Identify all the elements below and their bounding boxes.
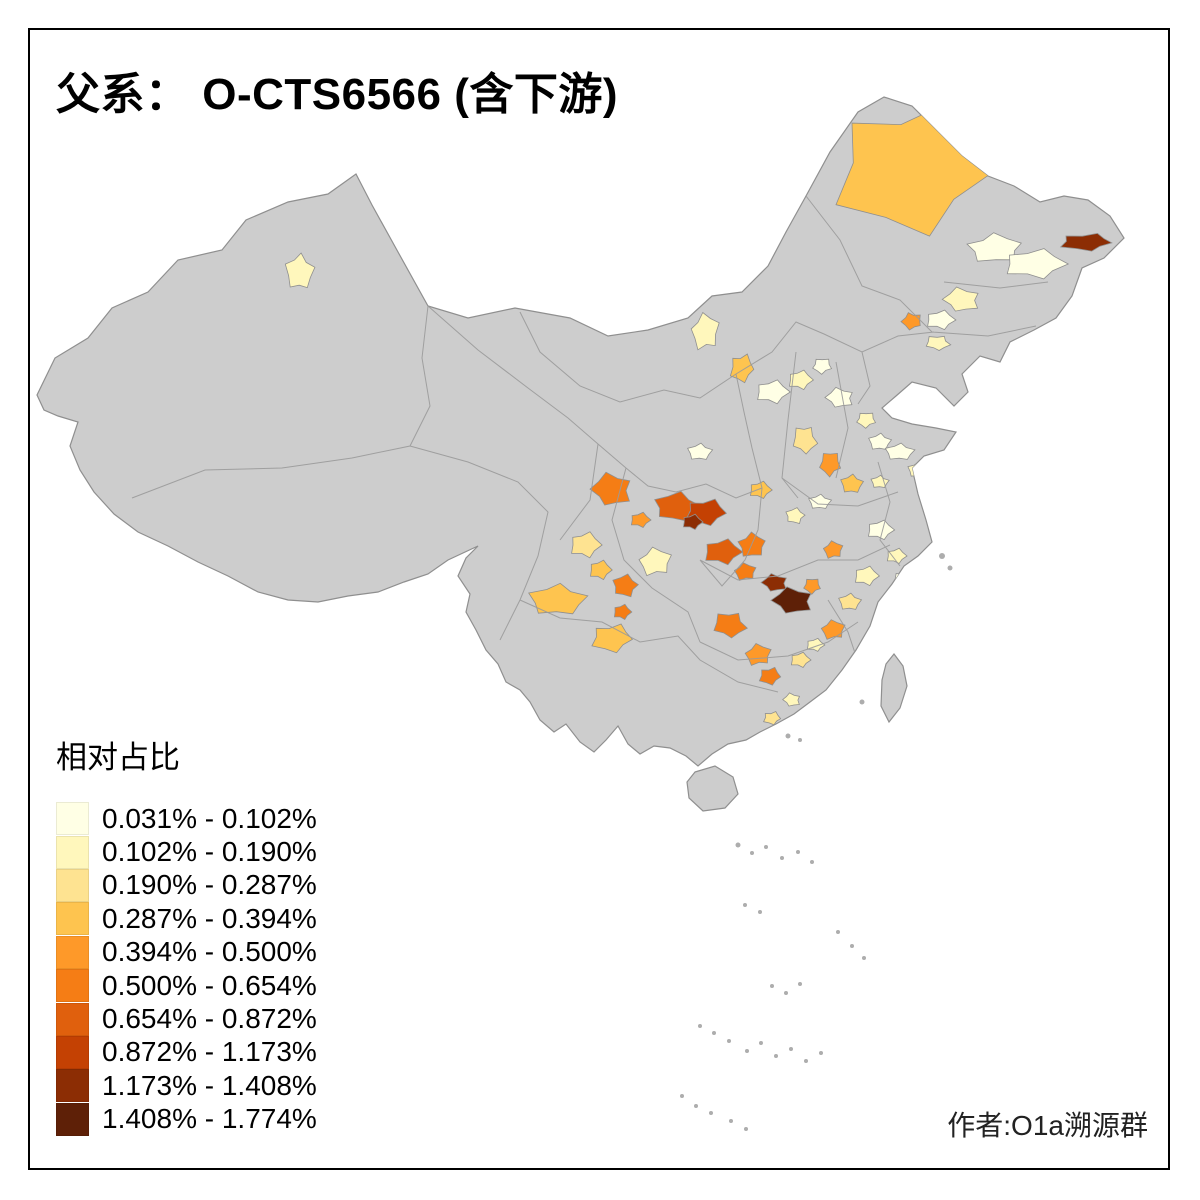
map-region (757, 379, 791, 405)
legend-swatch (56, 868, 89, 902)
province-borders (131, 195, 1049, 693)
legend-label: 0.102% - 0.190% (102, 836, 317, 868)
mainland-china (36, 96, 1125, 767)
map-region (630, 511, 652, 529)
map-region (284, 252, 316, 289)
hainan-island (686, 765, 739, 812)
legend-label: 0.872% - 1.173% (102, 1036, 317, 1068)
map-region (855, 565, 881, 587)
colored-prefectures-layer (284, 102, 1113, 726)
south-china-sea-islands (680, 553, 953, 1131)
legend-label: 0.287% - 0.394% (102, 902, 317, 934)
map-region (758, 666, 782, 686)
map-region (654, 490, 701, 522)
legend-item: 0.031% - 0.102% (56, 802, 317, 836)
map-region (803, 578, 821, 595)
legend-swatch (56, 802, 89, 836)
legend-item: 0.287% - 0.394% (56, 902, 317, 936)
map-region (782, 692, 801, 707)
map-region (687, 442, 714, 460)
legend-label: 1.173% - 1.408% (102, 1069, 317, 1101)
map-region (812, 358, 833, 375)
legend-item: 0.654% - 0.872% (56, 1002, 317, 1036)
map-region (713, 612, 748, 639)
map-region (824, 386, 853, 408)
map-region (868, 519, 896, 541)
map-region (822, 540, 844, 559)
map-region (770, 586, 812, 614)
legend-swatch (56, 935, 89, 969)
legend-label: 0.654% - 0.872% (102, 1003, 317, 1035)
map-region (886, 547, 908, 565)
legend-swatch (56, 1102, 89, 1136)
legend: 相对占比 0.031% - 0.102% 0.102% - 0.190% 0.190… (56, 740, 317, 1136)
map-region (856, 412, 877, 429)
legend-swatch (56, 1002, 89, 1036)
map-region (1006, 248, 1070, 280)
legend-swatch (56, 1069, 89, 1103)
map-region (589, 471, 631, 506)
taiwan-island (880, 653, 908, 724)
map-region (1059, 232, 1113, 252)
legend-swatch (56, 835, 89, 869)
map-region (927, 309, 957, 331)
attribution: 作者:O1a溯源群 (947, 1110, 1148, 1141)
legend-item: 1.408% - 1.774% (56, 1102, 317, 1136)
map-region (892, 572, 919, 588)
map-region (900, 312, 921, 331)
map-region (571, 531, 603, 559)
map-region (789, 369, 815, 391)
map-region (733, 562, 757, 581)
legend-label: 0.031% - 0.102% (102, 802, 317, 834)
map-region (941, 286, 979, 312)
map-region (682, 513, 704, 531)
legend-swatch (56, 969, 89, 1003)
legend-label: 0.394% - 0.500% (102, 936, 317, 968)
map-region (840, 473, 865, 493)
map-region (819, 452, 842, 478)
legend-swatch (56, 1035, 89, 1069)
legend-item: 0.500% - 0.654% (56, 969, 317, 1003)
legend-item: 0.190% - 0.287% (56, 868, 317, 902)
map-region (925, 335, 952, 351)
map-region (884, 442, 916, 460)
legend-title: 相对占比 (56, 740, 180, 775)
map-title: 父系： O-CTS6566 (含下游) (56, 70, 619, 119)
map-region (785, 507, 806, 524)
legend-item: 0.102% - 0.190% (56, 835, 317, 869)
legend-items: 0.031% - 0.102% 0.102% - 0.190% 0.190% - 0… (56, 802, 317, 1136)
legend-item: 0.872% - 1.173% (56, 1035, 317, 1069)
map-region (744, 642, 772, 666)
map-region (690, 311, 720, 351)
map-region (590, 559, 613, 581)
map-region (760, 573, 787, 592)
map-region (790, 651, 812, 669)
map-region (792, 426, 819, 455)
legend-label: 0.190% - 0.287% (102, 869, 317, 901)
map-region (612, 573, 639, 598)
map-region (868, 432, 893, 450)
map-region (638, 546, 672, 577)
legend-swatch (56, 902, 89, 936)
map-region (613, 603, 633, 621)
legend-item: 0.394% - 0.500% (56, 935, 317, 969)
legend-item: 1.173% - 1.408% (56, 1069, 317, 1103)
map-region (705, 538, 744, 566)
legend-label: 0.500% - 0.654% (102, 969, 317, 1001)
map-region (763, 710, 782, 726)
map-region (528, 582, 589, 615)
legend-label: 1.408% - 1.774% (102, 1103, 317, 1135)
map-region (838, 592, 863, 610)
map-region (591, 623, 634, 654)
map-region (966, 232, 1023, 262)
